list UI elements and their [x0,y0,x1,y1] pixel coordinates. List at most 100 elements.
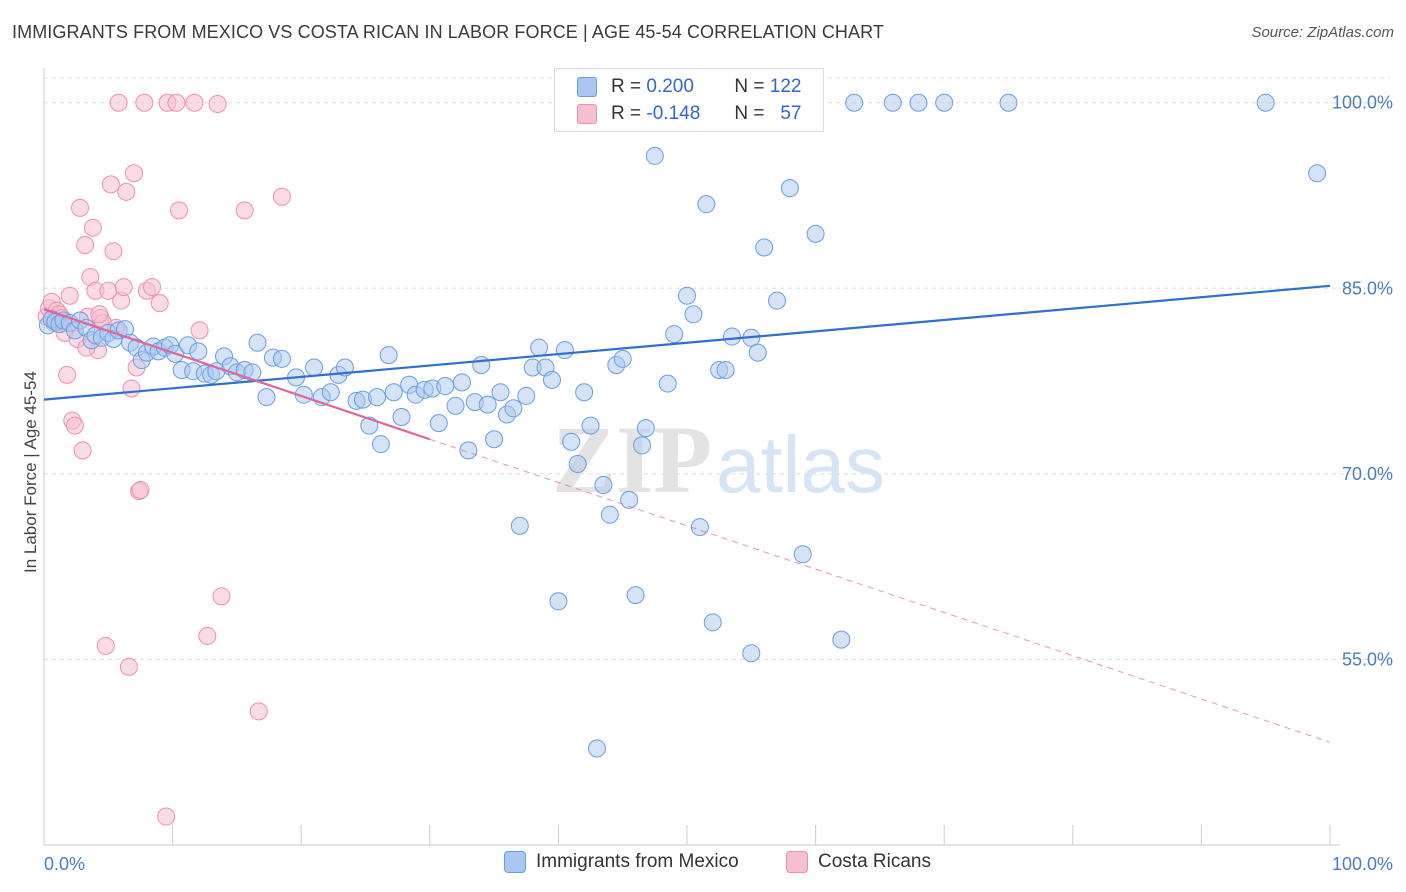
costa-rica-point [235,201,254,220]
trend-lines [43,284,1331,743]
mexico-point [703,613,722,632]
mexico-point [845,93,864,112]
y-tick-labels: 55.0% 70.0% 85.0% 100.0% [1332,93,1393,670]
mexico-point [780,179,799,198]
costa-rica-trend-extension [429,438,1331,743]
costa-rica-point [117,182,136,201]
mexico-point [371,435,390,454]
series-legend: Immigrants from Mexico Costa Ricans [0,851,1406,879]
mexico-point [697,195,716,214]
legend-label-mexico: Immigrants from Mexico [536,851,739,872]
y-tick-label: 100.0% [1332,93,1393,113]
mexico-point [645,146,664,165]
legend-label-costa-rica: Costa Ricans [818,851,931,872]
axes [43,68,1340,846]
costa-rica-point [58,365,77,384]
mexico-point [806,224,825,243]
legend-r-value: -0.148 [646,103,701,124]
y-tick-label: 85.0% [1342,278,1393,298]
mexico-point [452,373,471,392]
mexico-point [935,93,954,112]
mexico-point [594,476,613,495]
legend-swatch-mexico [504,851,526,873]
costa-rica-point [208,94,227,113]
mexico-point [684,305,703,324]
costa-rica-point [114,278,133,297]
mexico-point [379,346,398,365]
costa-rica-point [90,305,109,324]
watermark-atlas: atlas [716,420,885,509]
correlation-legend: R = 0.200 N = 122 R = -0.148 N = 57 [554,68,824,132]
legend-swatch-costa-rica [786,851,808,873]
mexico-point [257,388,276,407]
mexico-point [446,396,465,415]
mexico-point [248,333,267,352]
legend-r-value: 0.200 [646,76,694,97]
legend-item-costa-rica[interactable]: Costa Ricans [786,851,931,873]
mexico-point [429,414,448,433]
mexico-point [549,592,568,611]
y-axis-label: In Labor Force | Age 45-54 [21,371,40,573]
mexico-point [542,370,561,389]
mexico-point [384,383,403,402]
mexico-point [587,739,606,758]
legend-row-mexico: R = 0.200 N = 122 [577,75,801,99]
mexico-point [909,93,928,112]
mexico-point [1256,93,1275,112]
legend-swatch-mexico [577,77,597,97]
costa-rica-point [170,201,189,220]
costa-rica-point [60,286,79,305]
mexico-point [665,325,684,344]
costa-rica-point [272,187,291,206]
costa-rica-point [76,236,95,255]
legend-r-label: R = [611,103,642,124]
mexico-point [793,545,812,564]
x-tick-label: 0.0% [44,854,85,874]
mexico-point [368,388,387,407]
costa-rica-point [198,626,217,645]
costa-rica-point [131,480,150,499]
costa-rica-point [73,441,92,460]
costa-rica-point [65,416,84,435]
costa-rica-point [96,636,115,655]
mexico-point [555,341,574,360]
costa-rica-point [101,175,120,194]
mexico-point [632,436,651,455]
costa-rica-point [135,93,154,112]
mexico-point [485,430,504,449]
mexico-point [504,399,523,418]
mexico-point [436,377,455,396]
mexico-point [755,238,774,257]
costa-ricans-points [37,93,291,826]
chart-title: IMMIGRANTS FROM MEXICO VS COSTA RICAN IN… [12,22,885,42]
costa-rica-point [157,807,176,826]
costa-rica-point [143,278,162,297]
mexico-point [472,356,491,375]
mexico-point [768,291,787,310]
mexico-point [562,432,581,451]
mexico-point [658,374,677,393]
mexico-point [613,349,632,368]
mexico-point [626,586,645,605]
mexico-point [716,360,735,379]
costa-rica-point [83,218,102,237]
y-tick-label: 70.0% [1342,464,1393,484]
costa-rica-point [109,93,128,112]
y-tick-label: 55.0% [1342,649,1393,669]
legend-item-mexico[interactable]: Immigrants from Mexico [504,851,739,873]
mexico-point [999,93,1018,112]
mexico-point [748,343,767,362]
mexico-point [636,419,655,438]
legend-n-label: N = [734,103,765,124]
costa-rica-point [212,587,231,606]
costa-rica-point [125,164,144,183]
legend-n-value: 122 [769,76,802,97]
mexico-point [575,383,594,402]
mexico-point [568,454,587,473]
mexico-point [478,395,497,414]
costa-rica-point [249,702,268,721]
legend-swatch-costa-rica [577,104,597,124]
mexico-point [581,416,600,435]
mexico-point [1308,164,1327,183]
